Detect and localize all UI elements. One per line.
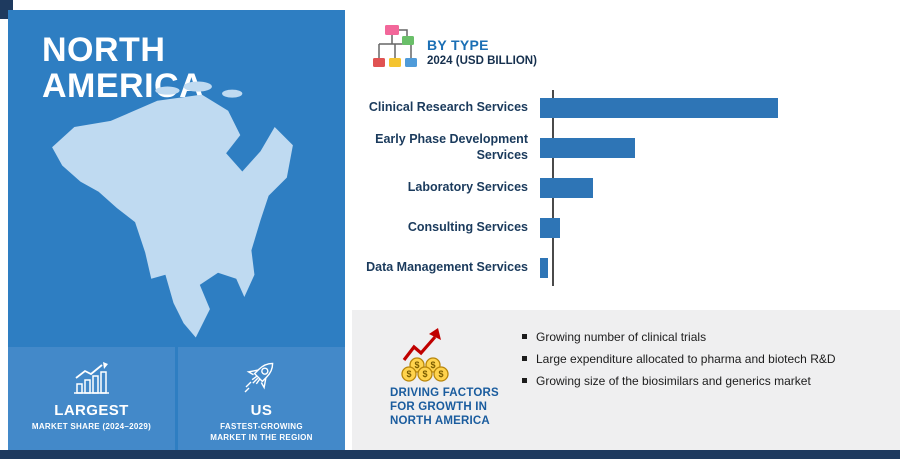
region-stats: LARGEST MARKET SHARE (2024–2029) xyxy=(8,347,345,450)
bar-label: Laboratory Services xyxy=(407,180,528,195)
bar-row: Early Phase Development Services xyxy=(355,128,885,168)
bar-chart-growth-icon xyxy=(72,356,112,396)
bottom-accent-strip xyxy=(0,450,900,459)
svg-text:$: $ xyxy=(414,360,419,370)
bar-row: Data Management Services xyxy=(355,248,885,288)
driving-factors-heading-line1: DRIVING FACTORS xyxy=(390,387,499,399)
driving-factors-panel: $ $ $ $ $ DRIVING FACTORS FOR GROWTH IN … xyxy=(352,310,900,450)
bar xyxy=(540,258,548,278)
bar-label: Clinical Research Services xyxy=(368,100,528,115)
bar-track xyxy=(540,258,790,278)
chart-heading: BY TYPE xyxy=(427,37,489,53)
svg-text:$: $ xyxy=(422,369,427,379)
bar-row: Clinical Research Services xyxy=(355,88,885,128)
bar-row: Laboratory Services xyxy=(355,168,885,208)
bar-label: Data Management Services xyxy=(366,260,528,275)
region-panel: NORTH AMERICA xyxy=(8,10,345,450)
driving-factors-heading: DRIVING FACTORS FOR GROWTH IN NORTH AMER… xyxy=(390,386,499,428)
bar xyxy=(540,178,593,198)
bar xyxy=(540,218,560,238)
bar-row: Consulting Services xyxy=(355,208,885,248)
north-america-map-icon xyxy=(52,81,293,338)
svg-text:$: $ xyxy=(406,369,411,379)
bar-label: Early Phase Development Services xyxy=(375,132,528,162)
stat-fastest-growing-market: US FASTEST-GROWING MARKET IN THE REGION xyxy=(178,347,345,450)
bar-track xyxy=(540,138,790,158)
driving-factor-item: Large expenditure allocated to pharma an… xyxy=(522,348,836,370)
region-title: NORTH AMERICA xyxy=(42,32,204,104)
stat-largest-market-share: LARGEST MARKET SHARE (2024–2029) xyxy=(8,347,175,450)
bar xyxy=(540,138,635,158)
north-america-map xyxy=(44,80,302,346)
stat-title: LARGEST xyxy=(54,402,129,419)
bar-label: Consulting Services xyxy=(407,220,528,235)
driving-factors-heading-line2: FOR GROWTH IN xyxy=(390,401,488,413)
sitemap-icon xyxy=(372,24,418,79)
bar-chart: Clinical Research Services Early Phase De… xyxy=(355,88,885,288)
svg-text:$: $ xyxy=(430,360,435,370)
region-title-line1: NORTH xyxy=(42,31,166,69)
chart-subheading: 2024 (USD BILLION) xyxy=(427,55,537,67)
rocket-icon xyxy=(242,356,282,396)
stat-title: US xyxy=(250,402,273,419)
coins-growth-icon: $ $ $ $ $ xyxy=(398,324,452,387)
bar xyxy=(540,98,778,118)
driving-factors-list: Growing number of clinical trials Large e… xyxy=(522,326,836,392)
driving-factors-heading-line3: NORTH AMERICA xyxy=(390,415,490,427)
stat-subtitle: MARKET SHARE (2024–2029) xyxy=(31,422,152,431)
bar-track xyxy=(540,98,790,118)
svg-text:$: $ xyxy=(438,369,443,379)
bar-track xyxy=(540,178,790,198)
driving-factor-item: Growing number of clinical trials xyxy=(522,326,836,348)
bar-rows: Clinical Research Services Early Phase De… xyxy=(355,88,885,288)
driving-factor-item: Growing size of the biosimilars and gene… xyxy=(522,370,836,392)
stat-subtitle: FASTEST-GROWING MARKET IN THE REGION xyxy=(210,422,313,442)
bar-track xyxy=(540,218,790,238)
